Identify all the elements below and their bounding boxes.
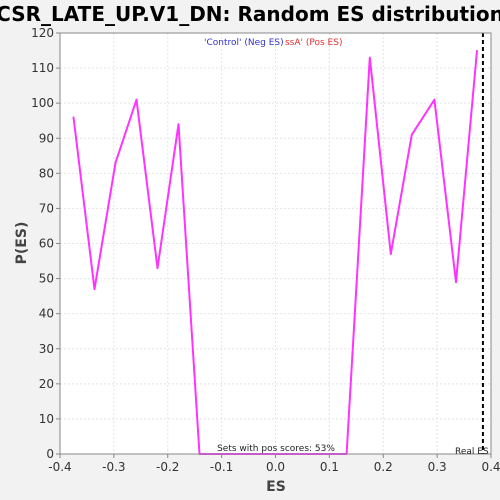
x-tick-label: -0.2 [156,460,179,474]
data-point [455,281,457,283]
x-tick-label: -0.1 [210,460,233,474]
y-tick-label: 50 [39,272,54,286]
y-tick-label: 0 [46,447,54,461]
x-axis-ticks: -0.4 -0.3 -0.2 -0.1 0.0 0.1 0.2 0.3 0.4 [48,454,500,474]
x-tick-label: -0.4 [48,460,71,474]
y-tick-label: 60 [39,237,54,251]
data-point [389,253,392,255]
real-es-label: Real ES [455,447,489,457]
data-point [72,116,75,118]
legend-pos-label: ssA' (Pos ES) [285,38,342,48]
y-axis-label: P(ES) [14,222,30,265]
legend: 'Control' (Neg ES) ssA' (Pos ES) [204,38,342,48]
pos-scores-annotation: Sets with pos scores: 53% [217,444,335,454]
y-tick-label: 30 [39,342,54,356]
x-axis-label: ES [266,479,286,495]
data-point [114,162,117,164]
y-tick-label: 110 [31,61,54,75]
data-point [177,123,180,126]
data-point [411,133,413,136]
data-point [93,288,96,290]
y-axis-ticks: 0 10 20 30 40 50 60 70 80 90 100 110 120 [31,26,60,461]
plot-area [60,33,491,454]
y-tick-label: 80 [39,166,54,180]
y-tick-label: 20 [39,377,54,391]
data-point [156,267,159,269]
data-point [476,49,478,52]
chart-title: CSR_LATE_UP.V1_DN: Random ES distributio… [0,2,500,26]
y-tick-label: 120 [31,26,54,40]
data-point [135,98,138,101]
y-tick-label: 90 [39,131,54,145]
y-tick-label: 70 [39,201,54,215]
data-point [368,56,371,59]
data-point [433,98,436,101]
y-tick-label: 100 [31,96,54,110]
y-tick-label: 10 [39,412,54,426]
x-tick-label: -0.3 [102,460,125,474]
x-tick-label: 0.0 [266,460,285,474]
x-tick-label: 0.3 [428,460,447,474]
legend-neg-label: 'Control' (Neg ES) [204,38,284,48]
x-tick-label: 0.1 [320,460,339,474]
y-tick-label: 40 [39,307,54,321]
x-tick-label: 0.2 [374,460,393,474]
x-tick-label: 0.4 [481,460,500,474]
